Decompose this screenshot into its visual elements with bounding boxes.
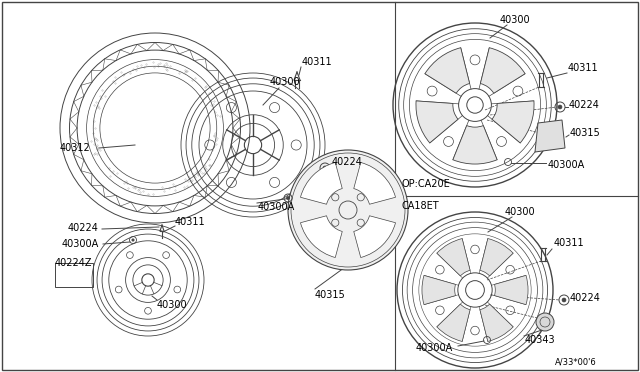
Wedge shape	[481, 48, 525, 93]
Text: 40315: 40315	[570, 128, 601, 138]
Circle shape	[287, 196, 289, 199]
Wedge shape	[437, 304, 470, 341]
Wedge shape	[354, 216, 396, 257]
Text: 40343: 40343	[525, 335, 556, 345]
Wedge shape	[480, 238, 513, 276]
Text: 40300: 40300	[505, 207, 536, 217]
Text: A/33*00'6: A/33*00'6	[555, 357, 596, 366]
Wedge shape	[422, 275, 456, 305]
Wedge shape	[416, 101, 458, 143]
Text: 40300: 40300	[270, 77, 301, 87]
Circle shape	[558, 105, 562, 109]
Wedge shape	[480, 304, 513, 341]
Text: 40300A: 40300A	[548, 160, 585, 170]
Circle shape	[288, 150, 408, 270]
Text: 40311: 40311	[554, 238, 584, 248]
Wedge shape	[354, 163, 396, 204]
Circle shape	[323, 166, 327, 170]
Wedge shape	[453, 125, 497, 164]
Text: 40300: 40300	[157, 300, 188, 310]
Polygon shape	[535, 120, 565, 152]
Circle shape	[536, 313, 554, 331]
Text: 40224: 40224	[332, 157, 363, 167]
Text: 40311: 40311	[175, 217, 205, 227]
Text: 40224: 40224	[570, 293, 601, 303]
Text: 40312: 40312	[60, 143, 91, 153]
Wedge shape	[495, 275, 528, 305]
Text: 40315: 40315	[315, 290, 346, 300]
Text: 40300A: 40300A	[416, 343, 453, 353]
Text: CA18ET: CA18ET	[401, 201, 438, 211]
Wedge shape	[300, 216, 342, 257]
Text: 40311: 40311	[302, 57, 333, 67]
Text: 40300A: 40300A	[62, 239, 99, 249]
Circle shape	[562, 298, 566, 302]
Wedge shape	[437, 238, 470, 276]
Wedge shape	[492, 101, 534, 143]
Wedge shape	[300, 163, 342, 204]
Text: 40224: 40224	[68, 223, 99, 233]
Circle shape	[132, 239, 134, 241]
Text: 40300A: 40300A	[258, 202, 295, 212]
Text: 40300: 40300	[500, 15, 531, 25]
Text: OP:CA20E: OP:CA20E	[401, 179, 450, 189]
Text: 40311: 40311	[568, 63, 598, 73]
Bar	[55, 263, 93, 287]
Text: 40224: 40224	[569, 100, 600, 110]
Wedge shape	[425, 48, 470, 93]
Text: 40224Z: 40224Z	[55, 258, 93, 268]
